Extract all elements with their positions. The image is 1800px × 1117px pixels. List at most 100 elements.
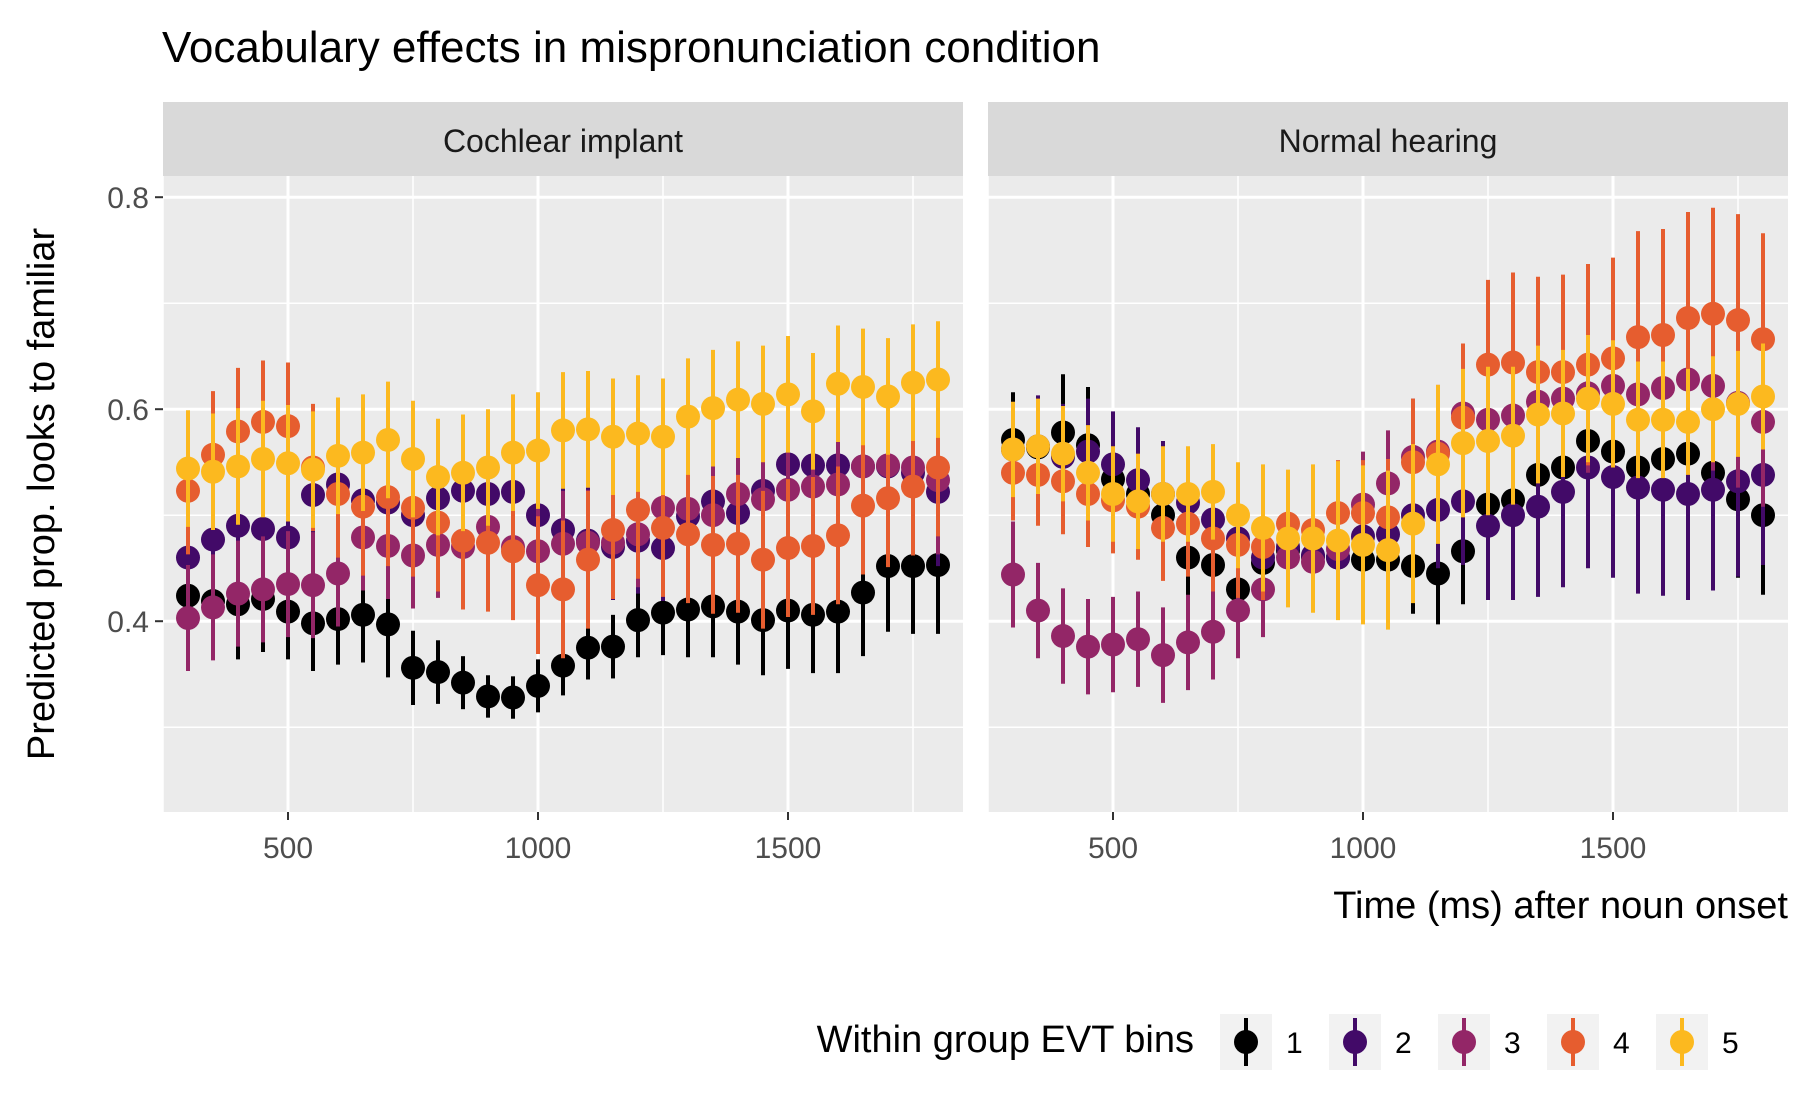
data-point	[1176, 482, 1200, 506]
x-tick-label: 1500	[1580, 832, 1647, 865]
data-point	[176, 456, 200, 481]
data-point	[1226, 598, 1250, 623]
data-point	[626, 497, 650, 522]
data-point	[376, 612, 400, 637]
data-point	[426, 660, 450, 685]
data-point	[1476, 429, 1500, 453]
data-point	[326, 443, 350, 468]
data-point	[251, 516, 275, 541]
legend: Within group EVT bins 1 2 3 4 5	[817, 1014, 1739, 1070]
data-point	[751, 391, 775, 416]
panel-cochlear-implant: Cochlear implant 500 1000 1500 0.4 0.6 0.8	[107, 102, 963, 865]
data-point	[1076, 460, 1100, 485]
data-marks	[1001, 207, 1775, 703]
data-point	[1476, 352, 1500, 377]
data-point	[626, 421, 650, 446]
legend-key-label: 1	[1286, 1027, 1303, 1060]
data-point	[1501, 423, 1525, 448]
data-point	[1551, 401, 1575, 426]
x-axis-label: Time (ms) after noun onset	[1333, 885, 1788, 927]
data-point	[451, 670, 475, 695]
legend-key-point	[1234, 1030, 1258, 1054]
y-axis: 0.4 0.6 0.8	[107, 182, 163, 639]
data-point	[926, 367, 950, 392]
data-point	[726, 531, 750, 556]
data-point	[926, 455, 950, 480]
data-point	[1026, 598, 1050, 623]
data-point	[601, 518, 625, 543]
data-point	[576, 547, 600, 572]
data-point	[1151, 643, 1175, 668]
data-point	[1051, 441, 1075, 466]
data-point	[201, 459, 225, 484]
data-point	[251, 447, 275, 472]
data-point	[1651, 323, 1675, 347]
legend-key-2: 2	[1329, 1014, 1412, 1070]
data-point	[1426, 452, 1450, 477]
legend-key-5: 5	[1656, 1014, 1739, 1070]
legend-key-label: 2	[1395, 1027, 1412, 1060]
data-point	[1676, 306, 1700, 331]
x-tick-label: 1000	[505, 832, 572, 865]
data-point	[351, 440, 375, 465]
x-tick-label: 1500	[755, 832, 822, 865]
legend-key-point	[1452, 1030, 1476, 1054]
data-point	[776, 382, 800, 407]
data-point	[401, 447, 425, 472]
data-point	[1626, 475, 1650, 500]
x-axis: 500 1000 1500	[1088, 812, 1646, 865]
data-point	[801, 399, 825, 424]
data-point	[476, 684, 500, 709]
data-point	[1276, 526, 1300, 551]
data-point	[851, 580, 875, 605]
data-point	[1176, 630, 1200, 655]
legend-key-label: 5	[1722, 1027, 1739, 1060]
data-point	[1676, 409, 1700, 434]
data-point	[1126, 489, 1150, 514]
data-point	[1676, 482, 1700, 506]
data-point	[1376, 538, 1400, 563]
data-point	[1101, 632, 1125, 657]
data-point	[1726, 391, 1750, 416]
data-point	[1301, 526, 1325, 551]
data-point	[1501, 503, 1525, 528]
data-point	[551, 653, 575, 678]
data-point	[1601, 391, 1625, 416]
data-point	[1051, 624, 1075, 649]
panel-strip	[988, 102, 1788, 176]
data-point	[1476, 513, 1500, 538]
data-point	[676, 597, 700, 622]
data-point	[1501, 350, 1525, 375]
data-point	[201, 595, 225, 620]
data-point	[426, 465, 450, 490]
data-point	[901, 370, 925, 395]
data-point	[451, 460, 475, 485]
data-point	[601, 634, 625, 659]
data-point	[1151, 482, 1175, 506]
data-point	[651, 424, 675, 449]
data-point	[301, 573, 325, 598]
data-point	[526, 438, 550, 463]
data-point	[1751, 384, 1775, 409]
data-point	[776, 536, 800, 561]
data-point	[1351, 532, 1375, 557]
data-point	[476, 455, 500, 480]
legend-title: Within group EVT bins	[817, 1019, 1194, 1061]
data-point	[1626, 407, 1650, 432]
data-point	[1701, 477, 1725, 502]
data-point	[501, 685, 525, 710]
legend-key-label: 4	[1613, 1027, 1630, 1060]
x-tick-label: 500	[263, 832, 313, 865]
data-point	[1451, 431, 1475, 456]
data-point	[401, 655, 425, 680]
data-point	[376, 427, 400, 452]
x-axis: 500 1000 1500	[263, 812, 821, 865]
data-point	[1201, 479, 1225, 504]
data-point	[551, 577, 575, 602]
data-point	[1326, 528, 1350, 553]
data-point	[751, 547, 775, 572]
data-point	[1251, 515, 1275, 540]
data-point	[626, 608, 650, 633]
x-tick-label: 1000	[1330, 832, 1397, 865]
